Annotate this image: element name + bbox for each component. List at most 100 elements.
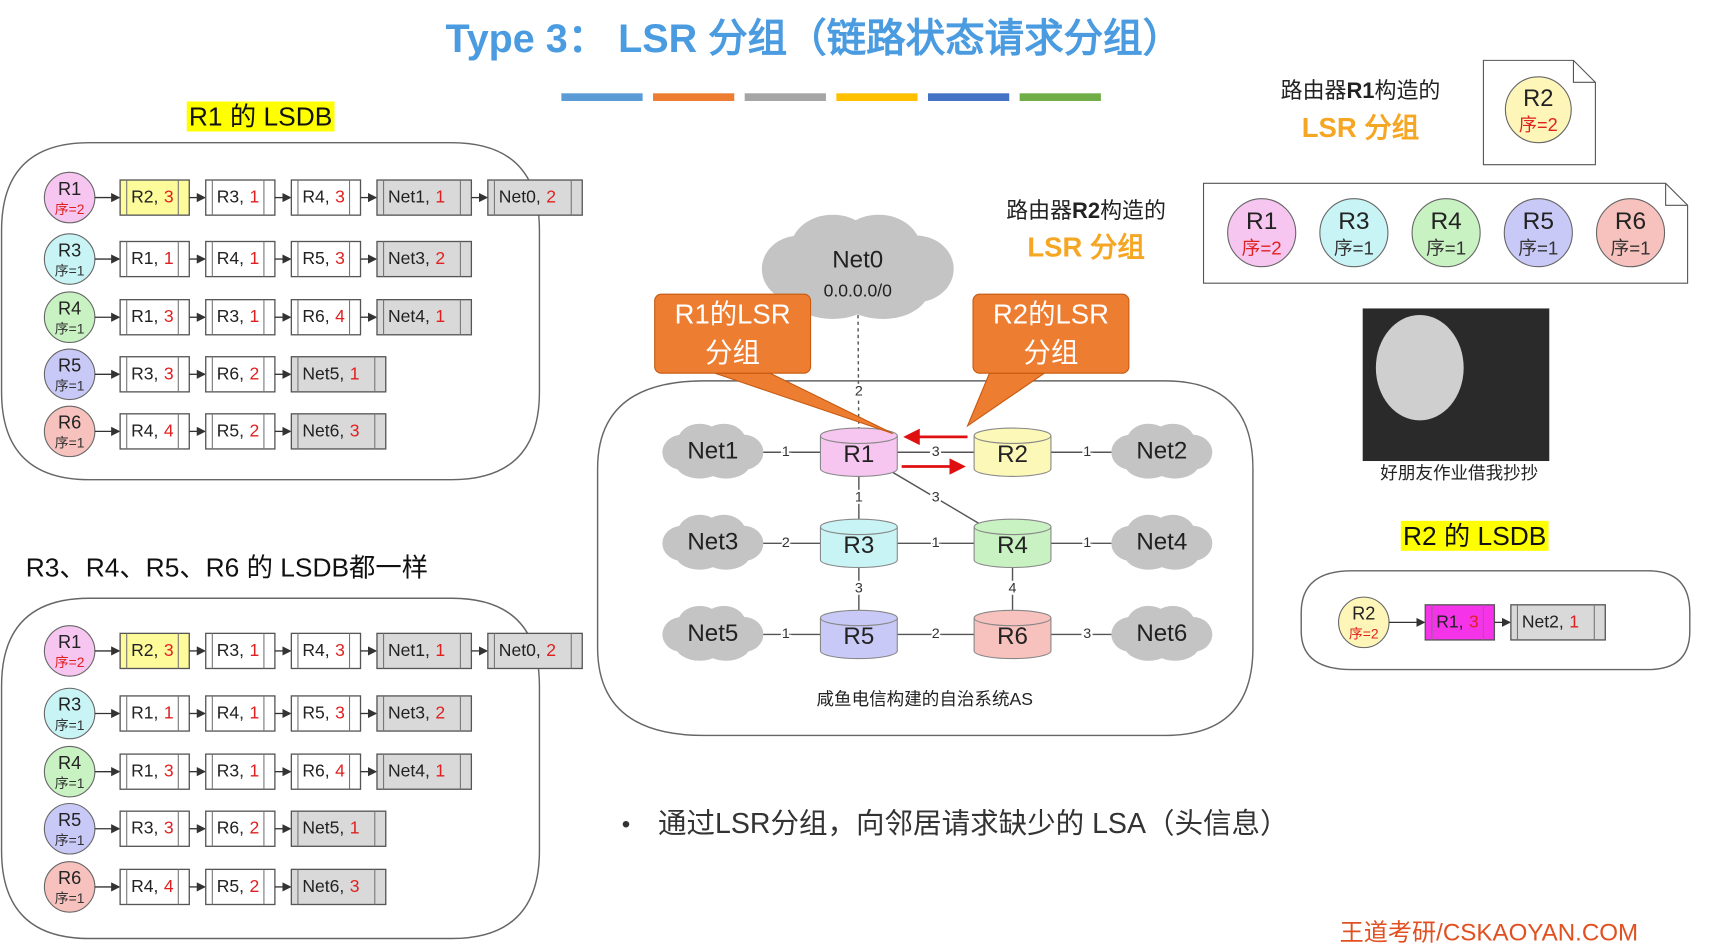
meme-caption: 好朋友作业借我抄抄 [1380, 463, 1538, 483]
lsa-text: Net4, 1 [388, 760, 445, 780]
router-name: R5 [1523, 208, 1554, 235]
lsa-cost: 3 [164, 186, 174, 206]
lsa-text: R4, 4 [131, 876, 174, 896]
lsa-name: R4, [217, 702, 244, 722]
caption-part: 构造的 [1100, 198, 1166, 223]
lsa-text: R1, 3 [131, 760, 174, 780]
lsa-name: R4, [131, 420, 158, 440]
router-top [973, 427, 1052, 445]
lsa-text: R6, 2 [217, 817, 260, 837]
router-name: R4 [1430, 208, 1461, 235]
lsa-name: R5, [217, 876, 244, 896]
link-cost: 1 [855, 490, 863, 506]
lsa-name: Net1, [388, 186, 430, 206]
link-cost: 3 [932, 490, 940, 506]
lsa-name: R1, [131, 306, 158, 326]
router-name: R3 [1338, 208, 1369, 235]
lsa-text: Net5, 1 [302, 363, 359, 383]
router-label: R4 [997, 532, 1028, 559]
link-cost: 2 [855, 384, 863, 400]
router-name: R6 [58, 868, 81, 888]
lsr-caption: 路由器R1构造的 [1281, 78, 1441, 103]
router-seq: 序=1 [55, 890, 85, 906]
caption-part: 路由器 [1006, 198, 1072, 223]
router-name: R4 [58, 298, 81, 318]
lsdb-frame [1300, 570, 1691, 671]
router-cylinder [973, 435, 1052, 477]
callout-box [654, 293, 812, 374]
router-name: R1 [58, 632, 81, 652]
router-seq: 序=2 [1519, 115, 1558, 135]
lsa-text: Net6, 3 [302, 420, 359, 440]
callout-box [972, 293, 1130, 374]
router-label: R1 [843, 441, 874, 468]
router-name: R4 [58, 753, 81, 773]
lsa-cost: 2 [250, 420, 260, 440]
router-seq: 序=1 [55, 378, 85, 394]
caption-part: R2 [1072, 198, 1100, 223]
lsa-name: R4, [302, 640, 329, 660]
lsa-name: Net6, [302, 876, 344, 896]
lsa-cost: 1 [250, 702, 260, 722]
link-cost: 3 [932, 444, 940, 460]
net-label: Net5 [687, 620, 738, 647]
lsa-cell [376, 695, 473, 732]
lsdb-label: R3、R4、R5、R6 的 LSDB都一样 [26, 553, 428, 583]
lsa-cost: 3 [164, 817, 174, 837]
router-top [819, 518, 898, 536]
cloud-part [1124, 538, 1173, 570]
network: 2 1 3 1 1 3 2 1 1 3 4 1 2 3 R1 R2 R3 R4 R5 R6 Net0 0.0.0.0/0 N… [662, 214, 1213, 661]
lsa-name: R1, [1436, 611, 1463, 631]
router-seq: 序=1 [1518, 238, 1558, 259]
lsa-name: R1, [131, 248, 158, 268]
lsa-text: R4, 1 [217, 248, 260, 268]
lsa-name: R3, [217, 640, 244, 660]
lsa-name: R4, [217, 248, 244, 268]
footer: 王道考研/CSKAOYAN.COM [1340, 919, 1638, 944]
meme-face [1375, 315, 1464, 421]
lsa-text: R5, 3 [302, 248, 345, 268]
lsa-text: R6, 4 [302, 306, 345, 326]
link-cost: 1 [782, 444, 790, 460]
lsa-cost: 2 [546, 640, 556, 660]
router-seq: 序=1 [1611, 238, 1651, 259]
cloud-part [675, 447, 724, 479]
router-label: R2 [997, 441, 1028, 468]
router-circle [1504, 76, 1572, 144]
link-cost: 4 [1009, 581, 1017, 597]
title: Type 3： LSR 分组（链路状态请求分组） [446, 17, 1183, 61]
lsa-text: R5, 2 [217, 420, 260, 440]
router-name: R5 [58, 810, 81, 830]
lsa-cost: 3 [335, 186, 345, 206]
router-seq: 序=2 [55, 654, 85, 670]
lsa-text: R3, 3 [131, 363, 174, 383]
lsa-text: R3, 3 [131, 817, 174, 837]
callout-text: R1的LSR [675, 298, 791, 329]
router-cylinder [973, 526, 1052, 569]
lsr-caption: 路由器R2构造的 [1006, 198, 1166, 223]
router-top [973, 518, 1052, 536]
router-circle [1319, 198, 1389, 268]
net-label: Net3 [687, 529, 738, 556]
lsa-cost: 1 [250, 640, 260, 660]
lsa-text: Net2, 1 [1522, 611, 1579, 631]
lsa-cost: 2 [250, 817, 260, 837]
lsa-cost: 1 [164, 702, 174, 722]
lsr-label: LSR 分组 [1027, 231, 1144, 262]
lsa-text: Net4, 1 [388, 306, 445, 326]
lsa-text: R5, 3 [302, 702, 345, 722]
link-cost: 2 [782, 535, 790, 551]
callout-text: 分组 [705, 337, 760, 368]
lsa-cost: 1 [435, 306, 445, 326]
lsa-text: Net5, 1 [302, 817, 359, 837]
net-sub: 0.0.0.0/0 [824, 281, 893, 301]
lsa-cost: 4 [164, 876, 174, 896]
lsa-cost: 1 [250, 760, 260, 780]
lsa-cost: 1 [435, 640, 445, 660]
lsa-name: R4, [302, 186, 329, 206]
lsa-name: Net3, [388, 248, 430, 268]
lsa-name: Net0, [499, 640, 541, 660]
lsa-cost: 3 [1469, 611, 1479, 631]
router-circle [1227, 198, 1297, 268]
lsa-cost: 2 [250, 876, 260, 896]
